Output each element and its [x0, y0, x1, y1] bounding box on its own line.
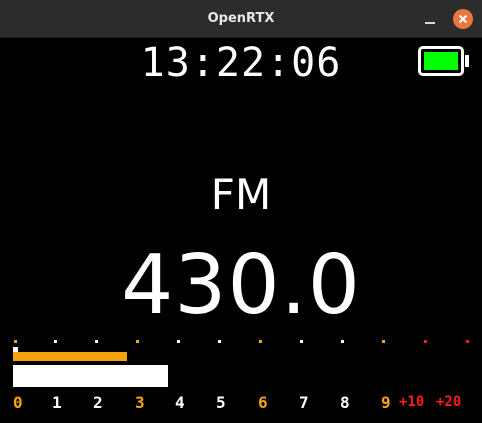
- window-title: OpenRTX: [207, 11, 275, 26]
- s-meter-scale-label: 6: [258, 393, 268, 412]
- s-meter-scale-label: +10: [399, 394, 425, 410]
- minimize-button[interactable]: [421, 10, 439, 28]
- s-meter-tick: [259, 340, 262, 343]
- s-meter-scale-label: 9: [381, 393, 391, 412]
- s-meter-tick: [300, 340, 303, 343]
- s-meter-tick: [218, 340, 221, 343]
- battery-level-fill: [424, 52, 458, 70]
- battery-icon: [418, 46, 464, 76]
- s-meter-scale-label: 0: [13, 393, 23, 412]
- s-meter-scale-label: 8: [340, 393, 350, 412]
- s-meter-tick: [341, 340, 344, 343]
- s-meter-tick: [14, 340, 17, 343]
- clock-time: 13:22:06: [140, 40, 342, 86]
- s-meter-tick: [177, 340, 180, 343]
- battery-tip: [465, 55, 469, 67]
- s-meter-level-bar: [13, 365, 168, 387]
- minimize-icon: [425, 22, 435, 24]
- s-meter-peak-marker: [13, 347, 18, 352]
- s-meter-scale-label: 2: [93, 393, 103, 412]
- close-button[interactable]: [453, 9, 473, 29]
- radio-display: 13:22:06 FM 430.0 0 1 2 3 4 5 6 7 8 9 +10 +20: [0, 38, 482, 423]
- frequency-display: 430.0: [121, 238, 361, 333]
- s-meter-tick: [95, 340, 98, 343]
- s-meter-scale-label: 5: [216, 393, 226, 412]
- s-meter-tick: [466, 340, 469, 343]
- s-meter-scale-label: 4: [175, 393, 185, 412]
- modulation-mode: FM: [210, 170, 272, 219]
- close-icon: [458, 14, 468, 24]
- s-meter-tick: [136, 340, 139, 343]
- s-meter-scale-label: 1: [52, 393, 62, 412]
- title-bar: OpenRTX: [0, 0, 482, 38]
- s-meter-scale-label: 7: [299, 393, 309, 412]
- s-meter-tick: [424, 340, 427, 343]
- s-meter: 0 1 2 3 4 5 6 7 8 9 +10 +20: [0, 336, 482, 423]
- s-meter-scale-label: 3: [135, 393, 145, 412]
- s-meter-tick: [54, 340, 57, 343]
- s-meter-tick: [382, 340, 385, 343]
- s-meter-peak-bar: [13, 352, 127, 361]
- s-meter-scale-label: +20: [436, 394, 462, 410]
